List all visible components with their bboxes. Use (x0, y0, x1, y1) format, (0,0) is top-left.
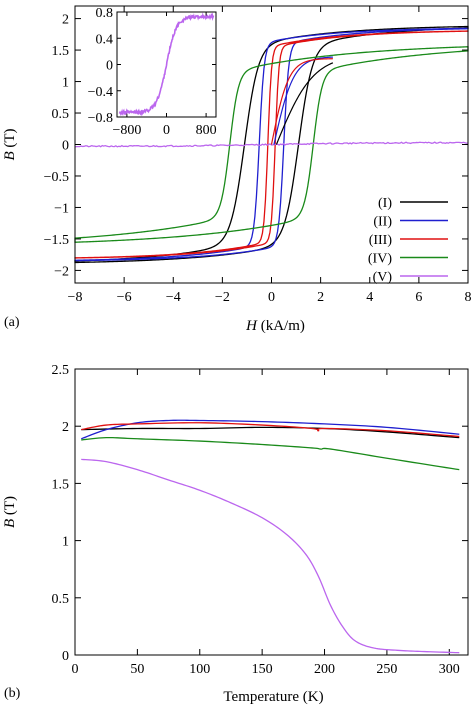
legend-label-3: (III) (369, 233, 393, 248)
y-tick-label: 0 (62, 649, 69, 664)
inset-y-tick-label: 0.8 (96, 6, 114, 21)
initial-curve-3 (270, 58, 333, 145)
legend-label-4: (IV) (368, 252, 392, 267)
inset-x-tick-label: 800 (196, 123, 217, 138)
inset-curve (118, 12, 215, 117)
x-axis-label: H (kA/m) (245, 318, 305, 334)
x-tick-label: 4 (366, 290, 373, 305)
inset-y-tick-label: 0.4 (96, 32, 114, 47)
x-tick-label: 150 (252, 662, 273, 677)
x-tick-label: 6 (415, 290, 422, 305)
y-axis-label: B (T) (2, 128, 18, 160)
y-tick-label: −2 (54, 264, 69, 279)
series-line-3 (81, 422, 460, 438)
panel-label-b: (b) (4, 686, 21, 701)
panel-a-hysteresis-chart: −8 −6 −4 −2 0 2 4 6 8 −2 −1.5 −1 −0.5 0 0.5 1 1.5 2 −800 0 8… (2, 5, 472, 334)
inset-y-tick-label: −0.4 (88, 85, 113, 100)
y-tick-label: −1 (54, 201, 69, 216)
x-tick-label: 200 (314, 662, 335, 677)
series-line-5 (81, 458, 460, 654)
series-line-2 (81, 419, 460, 440)
initial-curve-1 (275, 62, 334, 145)
y-tick-label: −0.5 (44, 170, 69, 185)
series-line-1 (81, 426, 460, 439)
y-tick-label: 1 (62, 76, 69, 91)
x-tick-label: 300 (439, 662, 460, 677)
y-tick-label: 0.5 (52, 107, 70, 122)
x-tick-label: −2 (215, 290, 230, 305)
y-tick-label: 0.5 (52, 592, 70, 607)
panel-label-a: (a) (4, 315, 20, 330)
inset-y-tick-label: 0 (106, 59, 113, 74)
y-tick-label: 1.5 (52, 44, 70, 59)
x-tick-label: 50 (130, 662, 144, 677)
x-tick-label: 250 (376, 662, 397, 677)
y-tick-label: 2.5 (52, 363, 70, 378)
legend-label-2: (II) (373, 215, 392, 230)
legend-label-5: (V) (373, 270, 393, 285)
x-tick-label: 100 (189, 662, 210, 677)
x-axis-label: Temperature (K) (223, 689, 323, 705)
inset-y-tick-label: −0.8 (88, 111, 113, 126)
plot-frame (74, 368, 469, 656)
x-tick-label: 2 (317, 290, 324, 305)
inset-x-tick-label: 0 (163, 123, 170, 138)
x-tick-label: 8 (465, 290, 472, 305)
inset-x-tick-label: −800 (112, 123, 141, 138)
y-tick-label: −1.5 (44, 233, 69, 248)
initial-curve-2 (273, 56, 333, 145)
legend-label-1: (I) (378, 196, 392, 211)
y-tick-label: 1.5 (52, 477, 70, 492)
y-tick-label: 2 (62, 13, 69, 28)
y-tick-label: 2 (62, 420, 69, 435)
y-tick-label: 0 (62, 139, 69, 154)
x-tick-label: −4 (166, 290, 181, 305)
y-tick-label: 1 (62, 535, 69, 550)
x-tick-label: −8 (68, 290, 83, 305)
y-axis-label: B (T) (2, 496, 18, 528)
series-line-4 (81, 436, 460, 471)
panel-b-temperature-chart: 0 50 100 150 200 250 300 0 0.5 1 1.5 2 2.5 Temperatur… (2, 363, 469, 705)
plot-frame (74, 5, 469, 284)
x-tick-label: 0 (72, 662, 79, 677)
x-tick-label: −6 (117, 290, 132, 305)
x-tick-label: 0 (268, 290, 275, 305)
